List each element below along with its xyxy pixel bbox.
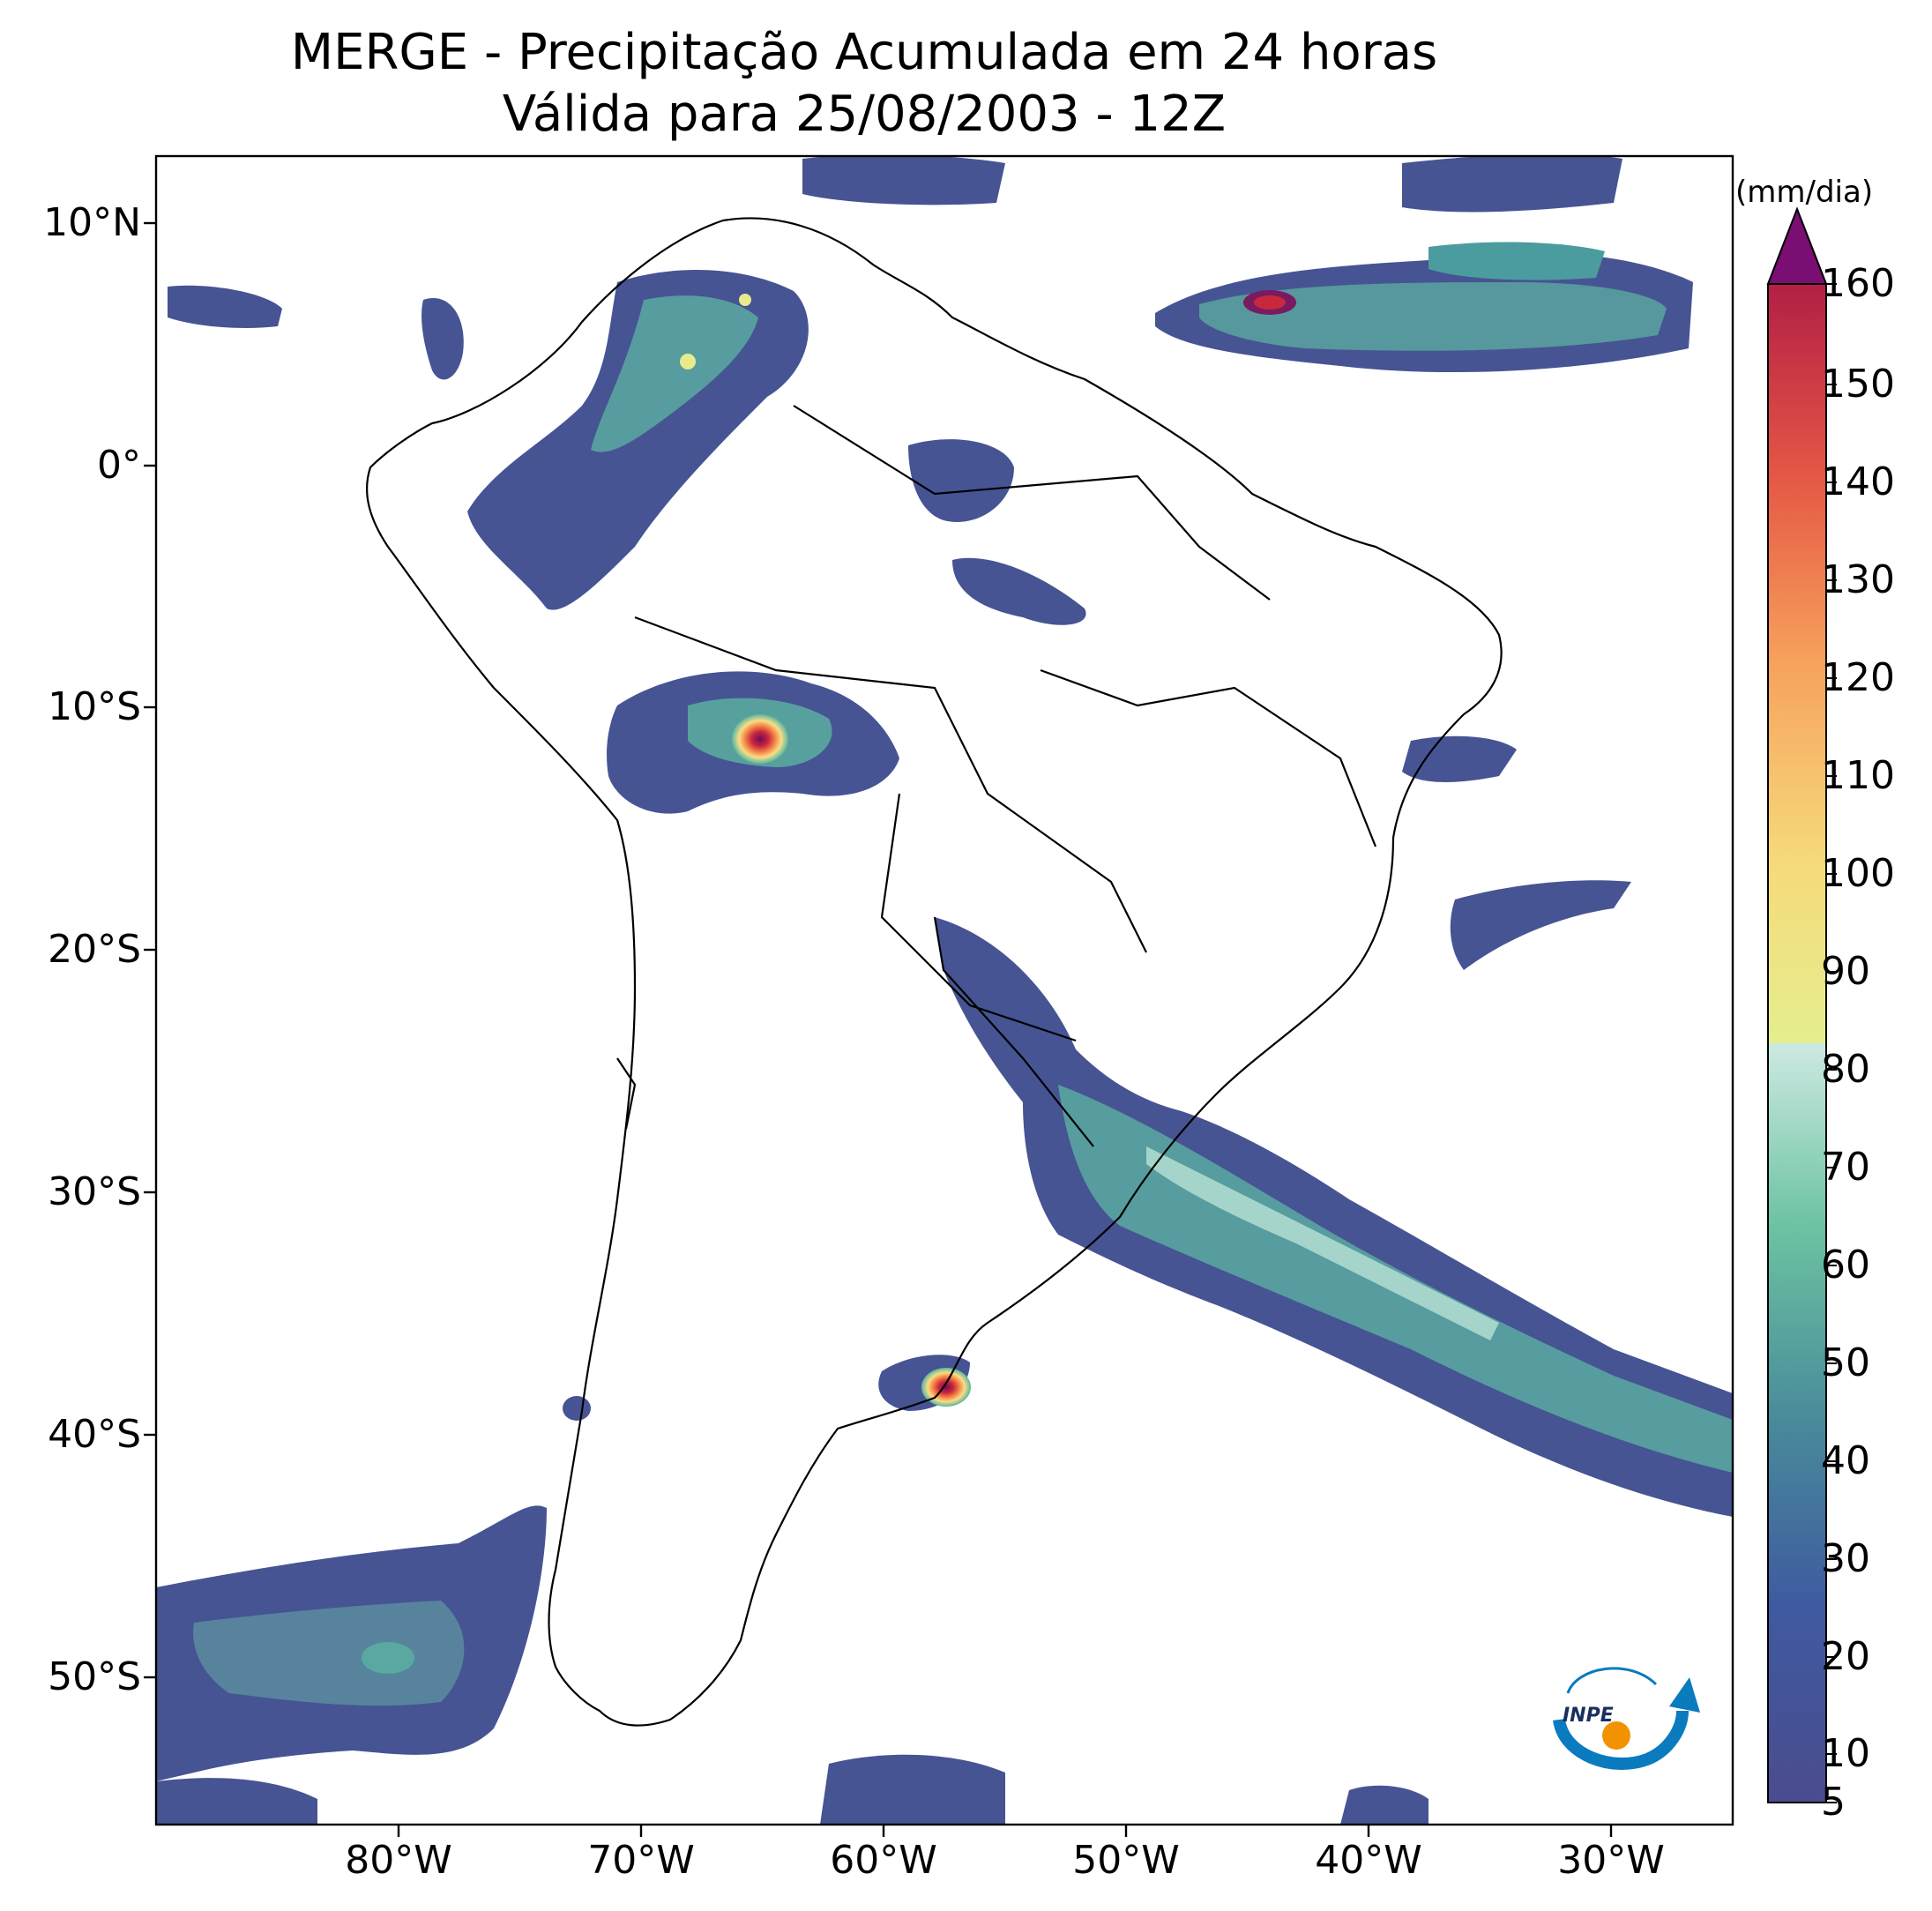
map-frame — [154, 154, 1734, 1826]
map-title: MERGE - Precipitação Acumulada em 24 hor… — [290, 24, 1438, 81]
lon-tick-label: 70°W — [587, 1838, 695, 1883]
colorbar-tick-label: 100 — [1821, 851, 1895, 896]
lat-tick-label: 50°S — [48, 1654, 141, 1699]
colorbar-tick-label: 160 — [1821, 261, 1895, 306]
colorbar-tick-label: 90 — [1821, 949, 1870, 994]
lat-tick-label: 40°S — [48, 1412, 141, 1457]
map-subtitle: Válida para 25/08/2003 - 12Z — [502, 86, 1227, 143]
lat-tick-label: 10°N — [43, 200, 141, 245]
lon-tick-label: 40°W — [1315, 1838, 1422, 1883]
colorbar-units: (mm/dia) — [1735, 175, 1874, 210]
colorbar-tick-label: 120 — [1821, 655, 1895, 700]
lat-tick-label: 10°S — [48, 684, 141, 729]
colorbar-tick-label: 110 — [1821, 753, 1895, 798]
lon-tick-label: 80°W — [345, 1838, 452, 1883]
axis-ticks — [144, 221, 1613, 1837]
lon-tick-label: 60°W — [830, 1838, 937, 1883]
colorbar-tick-label: 80 — [1821, 1047, 1870, 1092]
inpe-logo: INPE — [1553, 1667, 1700, 1770]
lat-tick-label: 30°S — [48, 1169, 141, 1214]
precipitation-layer — [156, 156, 1733, 1825]
colorbar-tick-label: 30 — [1821, 1536, 1870, 1581]
colorbar-extend-arrow — [1766, 206, 1828, 285]
colorbar-bar — [1767, 283, 1827, 1803]
colorbar-tick-label: 150 — [1821, 362, 1895, 407]
lon-tick-label: 30°W — [1557, 1838, 1665, 1883]
colorbar-tick-label: 140 — [1821, 459, 1895, 504]
colorbar-tick-label: 50 — [1821, 1340, 1870, 1385]
colorbar-tick-label: 40 — [1821, 1438, 1870, 1483]
lat-tick-label: 0° — [97, 443, 141, 488]
colorbar — [1766, 206, 1837, 1803]
colorbar-tick-label: 10 — [1821, 1731, 1870, 1776]
colorbar-tick-label: 130 — [1821, 557, 1895, 602]
lat-tick-label: 20°S — [48, 927, 141, 972]
colorbar-tick-label: 5 — [1821, 1780, 1846, 1825]
lon-tick-label: 50°W — [1072, 1838, 1180, 1883]
continent-outline — [366, 217, 1503, 1727]
colorbar-tick-label: 20 — [1821, 1634, 1870, 1679]
colorbar-tick-label: 70 — [1821, 1145, 1870, 1190]
colorbar-tick-label: 60 — [1821, 1243, 1870, 1288]
svg-text:INPE: INPE — [1563, 1705, 1614, 1727]
